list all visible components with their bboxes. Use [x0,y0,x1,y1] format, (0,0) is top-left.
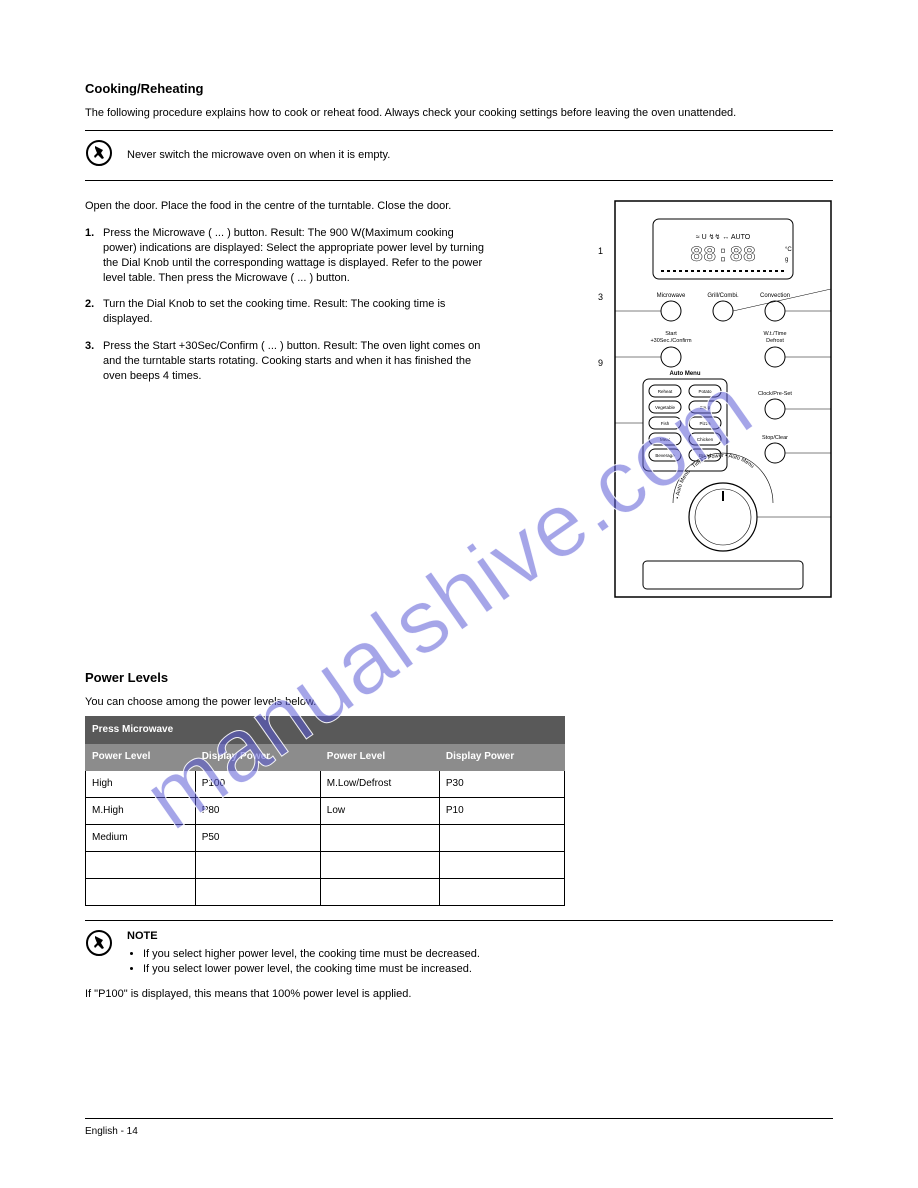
step: 2. Turn the Dial Knob to set the cooking… [85,297,485,327]
page-footer: English - 14 [85,1118,833,1139]
note-bullet: If you select higher power level, the co… [143,947,797,962]
step-text: Turn the Dial Knob to set the cooking ti… [103,297,485,327]
step-number: 3. [85,339,103,384]
svg-text:Start: Start [665,331,677,337]
panel-svg: ≈ U ↯↯ ↔ AUTO 88:88 °C g Microwave Grill… [613,199,833,599]
svg-text:Fish: Fish [661,421,670,426]
table-row: High P100 M.Low/Defrost P30 [86,770,565,797]
table-row: M.High P80 Low P10 [86,797,565,824]
note-bullets: If you select higher power level, the co… [127,947,797,977]
display-icons-text: ≈ U ↯↯ ↔ AUTO [696,233,751,241]
content-area: Cooking/Reheating The following procedur… [85,80,833,1002]
table-sub-header-row: Power Level Display Power Power Level Di… [86,743,565,770]
power-title: Power Levels [85,669,833,687]
bottom-note-text: NOTE If you select higher power level, t… [127,929,797,978]
step: 1. Press the Microwave ( ... ) button. R… [85,226,485,285]
power-intro: You can choose among the power levels be… [85,695,833,710]
svg-text:Vegetable: Vegetable [655,405,676,410]
note-bullet: If you select lower power level, the coo… [143,962,797,977]
svg-text:88:88: 88:88 [690,243,756,268]
col-header: Power Level [86,743,196,770]
note-label: NOTE [127,930,158,942]
callout: 3 [598,291,603,303]
svg-text:°C: °C [785,247,792,253]
section-title: Cooking/Reheating [85,80,833,98]
pin-icon [85,139,113,172]
svg-text:Chicken: Chicken [697,437,714,442]
note-row: Never switch the microwave oven on when … [85,130,833,181]
svg-text:Soup: Soup [700,405,711,410]
svg-text:Stop/Clear: Stop/Clear [762,435,788,441]
footer-left: English - 14 [85,1125,138,1139]
svg-text:Clock/Pre-Set: Clock/Pre-Set [758,391,792,397]
step-number: 1. [85,226,103,285]
svg-text:Potato: Potato [698,389,712,394]
power-table: Press Microwave Power Level Display Powe… [85,716,565,906]
col-header: Display Power [439,743,564,770]
svg-text:g: g [785,257,788,263]
svg-text:Grill/Combi.: Grill/Combi. [707,293,739,299]
bottom-note: NOTE If you select higher power level, t… [85,920,833,978]
prefill-text: Open the door. Place the food in the cen… [85,199,485,214]
svg-text:Reheat: Reheat [658,389,673,394]
display-note: If "P100" is displayed, this means that … [85,987,833,1002]
svg-text:+30Sec./Confirm: +30Sec./Confirm [650,338,692,344]
col-header: Display Power [195,743,320,770]
step: 3. Press the Start +30Sec/Confirm ( ... … [85,339,485,384]
table-main-header: Press Microwave [86,716,565,743]
callout: 1 [598,245,603,257]
svg-text:Auto Menu: Auto Menu [670,371,701,377]
svg-text:Defrost: Defrost [766,338,784,344]
step-text: Press the Microwave ( ... ) button. Resu… [103,226,485,285]
left-column: Open the door. Place the food in the cen… [85,199,485,599]
page: Cooking/Reheating The following procedur… [0,0,918,1188]
callout: 9 [598,357,603,369]
step-number: 2. [85,297,103,327]
svg-text:W.t./Time: W.t./Time [763,331,786,337]
step-text: Press the Start +30Sec/Confirm ( ... ) b… [103,339,485,384]
table-header-row: Press Microwave [86,716,565,743]
col-header: Power Level [320,743,439,770]
svg-text:Microwave: Microwave [657,293,686,299]
control-panel-diagram: ≈ U ↯↯ ↔ AUTO 88:88 °C g Microwave Grill… [613,199,833,599]
right-column: ≈ U ↯↯ ↔ AUTO 88:88 °C g Microwave Grill… [613,199,833,599]
svg-text:Convection: Convection [760,293,790,299]
section-intro: The following procedure explains how to … [85,106,833,121]
instruction-list: 1. Press the Microwave ( ... ) button. R… [85,226,485,384]
note-text: Never switch the microwave oven on when … [127,148,390,163]
table-row [86,851,565,878]
svg-text:Beverage: Beverage [655,453,675,458]
pin-icon [85,929,113,978]
svg-text:Pizza: Pizza [699,421,711,426]
svg-text:Meat: Meat [660,437,671,442]
two-column: Open the door. Place the food in the cen… [85,199,833,599]
table-row: Medium P50 [86,824,565,851]
table-row [86,878,565,905]
